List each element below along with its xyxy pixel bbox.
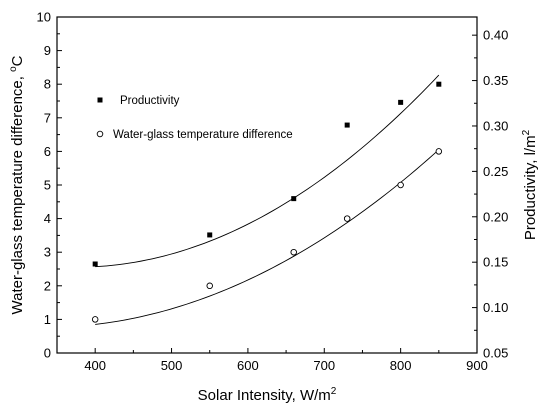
y-left-tick-label: 4 [44,211,51,226]
x-tick-label: 600 [237,358,259,373]
point-temperature-difference [397,181,404,189]
y-left-tick-label: 5 [44,178,51,193]
legend-marker-productivity [97,97,103,103]
point-productivity [92,261,98,267]
y-left-tick-label: 1 [44,312,51,327]
y-left-tick-label: 0 [44,346,51,361]
legend-label-temperature-difference: Water-glass temperature difference [113,129,293,141]
y-right-tick-label: 0.40 [483,28,508,43]
y-left-tick-label: 10 [37,10,51,25]
point-temperature-difference [206,282,213,290]
y-right-axis-title: Productivity, l/m2 [521,129,539,240]
legend-label-productivity: Productivity [120,95,180,107]
point-productivity [207,232,213,238]
x-tick-label: 800 [390,358,412,373]
y-left-tick-label: 8 [44,77,51,92]
legend: Productivity Water-glass temperature dif… [96,95,293,141]
y-left-axis-title: Water-glass temperature difference, oC [8,55,26,314]
y-left-tick-label: 6 [44,144,51,159]
y-right-tick-label: 0.20 [483,209,508,224]
x-axis-title: Solar Intensity, W/m2 [198,386,337,404]
y-right-tick-label: 0.15 [483,255,508,270]
y-right-tick-label: 0.10 [483,300,508,315]
x-tick-label: 700 [313,358,335,373]
y-left-tick-label: 2 [44,278,51,293]
point-productivity [344,122,350,128]
plot-frame [56,16,478,354]
x-tick-label: 500 [161,358,183,373]
point-productivity [436,81,442,87]
point-productivity [291,196,297,202]
point-productivity [398,99,404,105]
fit-curve-temperature-difference [95,149,440,325]
point-temperature-difference [435,148,443,155]
fit-curve-productivity [95,74,440,268]
y-right-tick-label: 0.30 [483,118,508,133]
y-right-tick-label: 0.25 [483,164,508,179]
point-temperature-difference [343,215,351,222]
y-left-tick-label: 3 [44,245,51,260]
x-tick-label: 900 [466,358,488,373]
point-temperature-difference [290,248,297,256]
data-points [91,81,443,323]
legend-marker-temperature-difference [96,130,104,138]
point-temperature-difference [91,316,99,323]
y-left-tick-label: 7 [44,110,51,125]
fit-curves [95,74,440,325]
x-tick-label: 400 [84,358,106,373]
y-right-tick-label: 0.35 [483,73,508,88]
y-left-tick-label: 9 [44,43,51,58]
y-right-tick-label: 0.05 [483,346,508,361]
ticks-layer: 400 500 600 700 800 900 0 1 2 3 4 5 6 7 8 9 10 0.05 0.10 0.… [37,10,509,374]
